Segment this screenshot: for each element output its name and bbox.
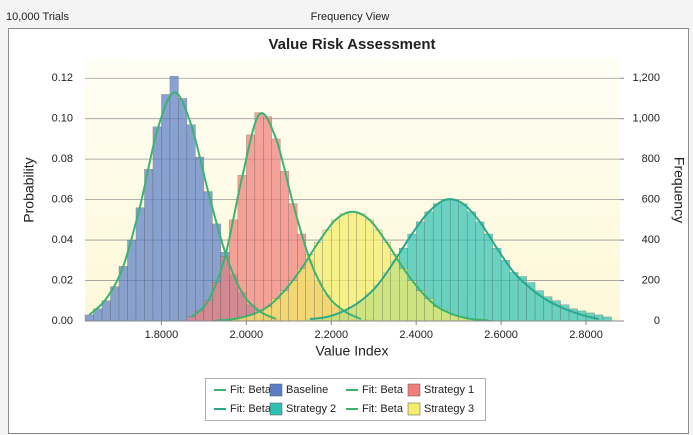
bar	[492, 247, 502, 322]
bar	[399, 268, 408, 322]
fit-line	[88, 91, 277, 320]
bar	[373, 229, 383, 322]
bar	[271, 138, 281, 322]
bar	[297, 268, 306, 322]
legend-label: Baseline	[286, 384, 328, 396]
legend-swatch	[269, 402, 283, 416]
bar	[407, 280, 417, 322]
fit-line	[216, 210, 489, 322]
fit-line	[309, 198, 600, 320]
bar	[449, 199, 459, 322]
y-axis-label: Probability	[21, 157, 37, 222]
x-tick-label: 2.8000	[569, 329, 603, 341]
bar	[441, 199, 451, 322]
bar	[84, 314, 94, 322]
legend-swatch	[269, 383, 283, 397]
bar	[365, 219, 374, 322]
y2-tick-label: 800	[642, 153, 660, 165]
y2-tick-label: 200	[642, 274, 660, 286]
x-tick-label: 2.6000	[484, 329, 518, 341]
bar	[382, 241, 391, 322]
bar	[305, 254, 315, 322]
view-label: Frequency View	[311, 11, 390, 23]
legend-label: Fit: Beta	[230, 384, 272, 396]
bar	[322, 229, 332, 322]
bar	[509, 272, 519, 322]
bar	[356, 213, 366, 322]
legend-label: Fit: Beta	[362, 403, 404, 415]
bar	[500, 260, 510, 322]
bar	[483, 233, 493, 322]
y2-tick-label: 600	[642, 194, 660, 206]
bar	[237, 175, 247, 322]
bar	[186, 316, 196, 322]
bar	[152, 126, 162, 322]
bar	[458, 203, 468, 322]
y2-tick-label: 1,200	[632, 72, 660, 84]
x-tick-label: 2.2000	[314, 329, 348, 341]
bar	[466, 211, 476, 322]
bar	[135, 207, 145, 322]
legend-label: Fit: Beta	[230, 403, 272, 415]
legend-box	[205, 378, 486, 421]
y-tick-label: 0.00	[52, 315, 73, 327]
legend-label: Fit: Beta	[362, 384, 404, 396]
y-tick-label: 0.06	[52, 194, 73, 206]
bar	[169, 76, 179, 322]
y2-tick-label: 0	[654, 315, 660, 327]
y2-tick-label: 1,000	[632, 113, 660, 125]
bar	[263, 116, 273, 322]
bar	[339, 213, 349, 322]
bar	[144, 169, 154, 322]
bar	[602, 316, 612, 322]
legend-swatch	[407, 383, 421, 397]
x-tick-label: 2.0000	[230, 329, 264, 341]
y-tick-label: 0.04	[52, 234, 73, 246]
legend-swatch	[407, 402, 421, 416]
bar	[195, 156, 205, 322]
y2-tick-label: 400	[642, 234, 660, 246]
bar	[254, 112, 264, 322]
legend-label: Strategy 1	[424, 384, 474, 396]
legend-label: Strategy 2	[286, 403, 336, 415]
bar	[186, 124, 196, 322]
fit-line	[190, 112, 362, 320]
x-tick-label: 2.4000	[399, 329, 433, 341]
chart-title: Value Risk Assessment	[268, 36, 435, 53]
x-axis-label: Value Index	[316, 343, 389, 359]
bar	[178, 98, 188, 322]
bar	[246, 134, 256, 322]
y2-axis-label: Frequency	[671, 157, 687, 223]
bar	[475, 221, 485, 322]
y-tick-label: 0.08	[52, 153, 73, 165]
y-tick-label: 0.12	[52, 72, 73, 84]
bar	[288, 280, 298, 322]
x-tick-label: 1.8000	[145, 329, 179, 341]
trials-label: 10,000 Trials	[6, 11, 69, 23]
y-tick-label: 0.02	[52, 274, 73, 286]
y-tick-label: 0.10	[52, 113, 73, 125]
bar	[161, 94, 171, 322]
legend-label: Strategy 3	[424, 403, 474, 415]
